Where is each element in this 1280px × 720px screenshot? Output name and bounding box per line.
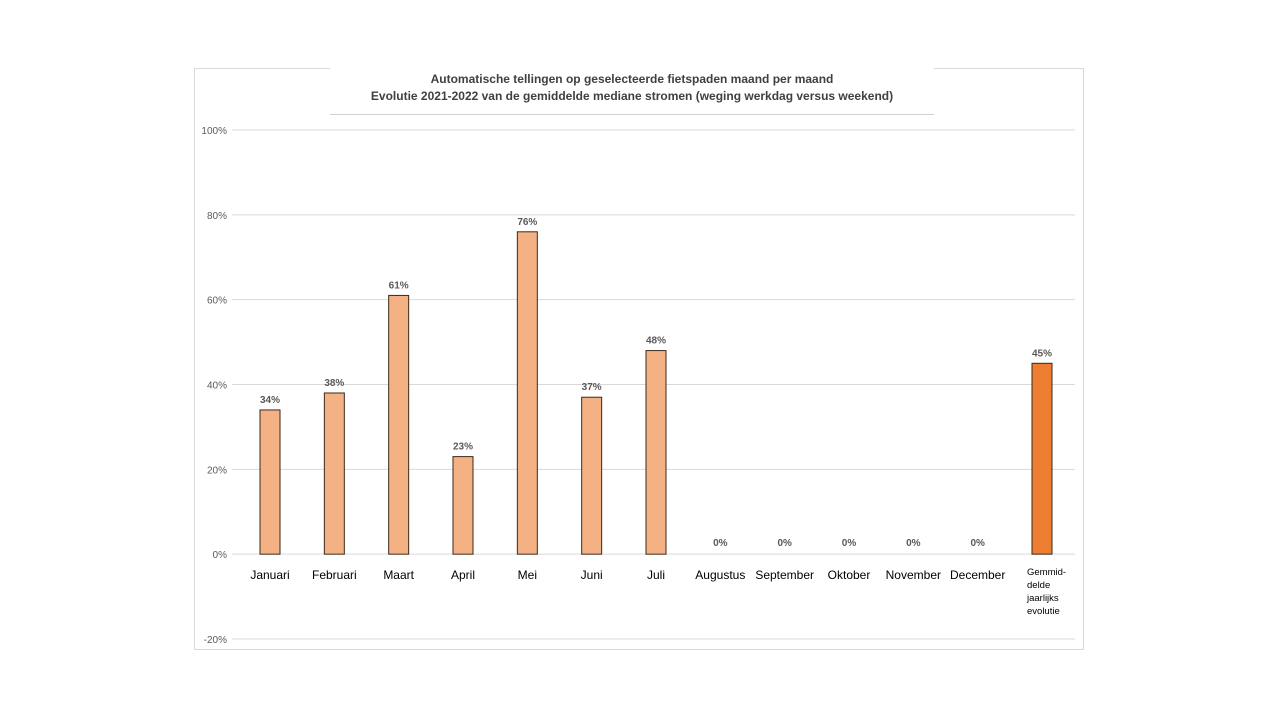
x-axis-label: Februari	[312, 568, 357, 582]
data-label: 76%	[517, 217, 537, 228]
x-axis-label: Gemmid-delde jaarlijks evolutie	[1026, 567, 1066, 617]
x-axis-label-line: jaarlijks	[1026, 593, 1059, 604]
bar	[259, 409, 281, 555]
x-axis-label: Maart	[383, 568, 414, 582]
data-label: 61%	[389, 280, 409, 291]
y-tick-label: 40%	[207, 381, 227, 392]
y-tick-label: 20%	[207, 465, 227, 476]
x-axis-label: December	[950, 568, 1005, 582]
data-label: 0%	[970, 538, 985, 549]
data-label: 0%	[777, 538, 792, 549]
x-axis-label: Juli	[647, 568, 665, 582]
data-label: 48%	[646, 336, 666, 347]
y-tick-label: 0%	[213, 550, 228, 561]
x-axis-label: Januari	[250, 568, 289, 582]
bar	[581, 396, 603, 555]
bar	[1031, 362, 1053, 555]
data-label: 23%	[453, 442, 473, 453]
y-tick-label: 100%	[201, 126, 227, 137]
y-tick-label: -20%	[204, 635, 227, 646]
y-tick-label: 60%	[207, 296, 227, 307]
chart-title: Automatische tellingen op geselecteerde …	[430, 72, 834, 86]
data-label: 37%	[582, 382, 602, 393]
data-label: 0%	[713, 538, 728, 549]
chart-title-box: Automatische tellingen op geselecteerde …	[330, 64, 934, 115]
data-labels: 34% 38% 61% 23% 76% 37% 48% 0% 0% 0% 0% 0% 45%	[260, 217, 1052, 549]
data-label: 45%	[1032, 348, 1052, 359]
data-label: 0%	[842, 538, 857, 549]
bars	[259, 231, 1053, 555]
y-tick-label: 80%	[207, 211, 227, 222]
bar	[323, 392, 345, 555]
y-axis-ticks: -20% 0% 20% 40% 60% 80% 100%	[201, 126, 227, 646]
bar	[516, 231, 538, 555]
x-axis-label: Mei	[518, 568, 537, 582]
bar	[452, 456, 474, 555]
x-axis-label-line: Gemmid-	[1027, 567, 1066, 578]
x-axis-label: September	[755, 568, 814, 582]
data-label: 38%	[324, 378, 344, 389]
x-axis-label: April	[451, 568, 475, 582]
x-axis-label: Juni	[581, 568, 603, 582]
data-label: 34%	[260, 395, 280, 406]
chart-subtitle: Evolutie 2021-2022 van de gemiddelde med…	[370, 89, 894, 103]
x-axis-label: Augustus	[695, 568, 745, 582]
x-axis-labels: Januari Februari Maart April Mei Juni Juli Augu…	[250, 567, 1066, 617]
data-label: 0%	[906, 538, 921, 549]
x-axis-label-line: evolutie	[1027, 606, 1060, 617]
x-axis-label: Oktober	[828, 568, 871, 582]
x-axis-label-line: delde	[1027, 580, 1050, 591]
x-axis-label: November	[886, 568, 941, 582]
bar	[645, 350, 667, 555]
bar	[388, 294, 410, 555]
gridlines	[232, 129, 1075, 640]
